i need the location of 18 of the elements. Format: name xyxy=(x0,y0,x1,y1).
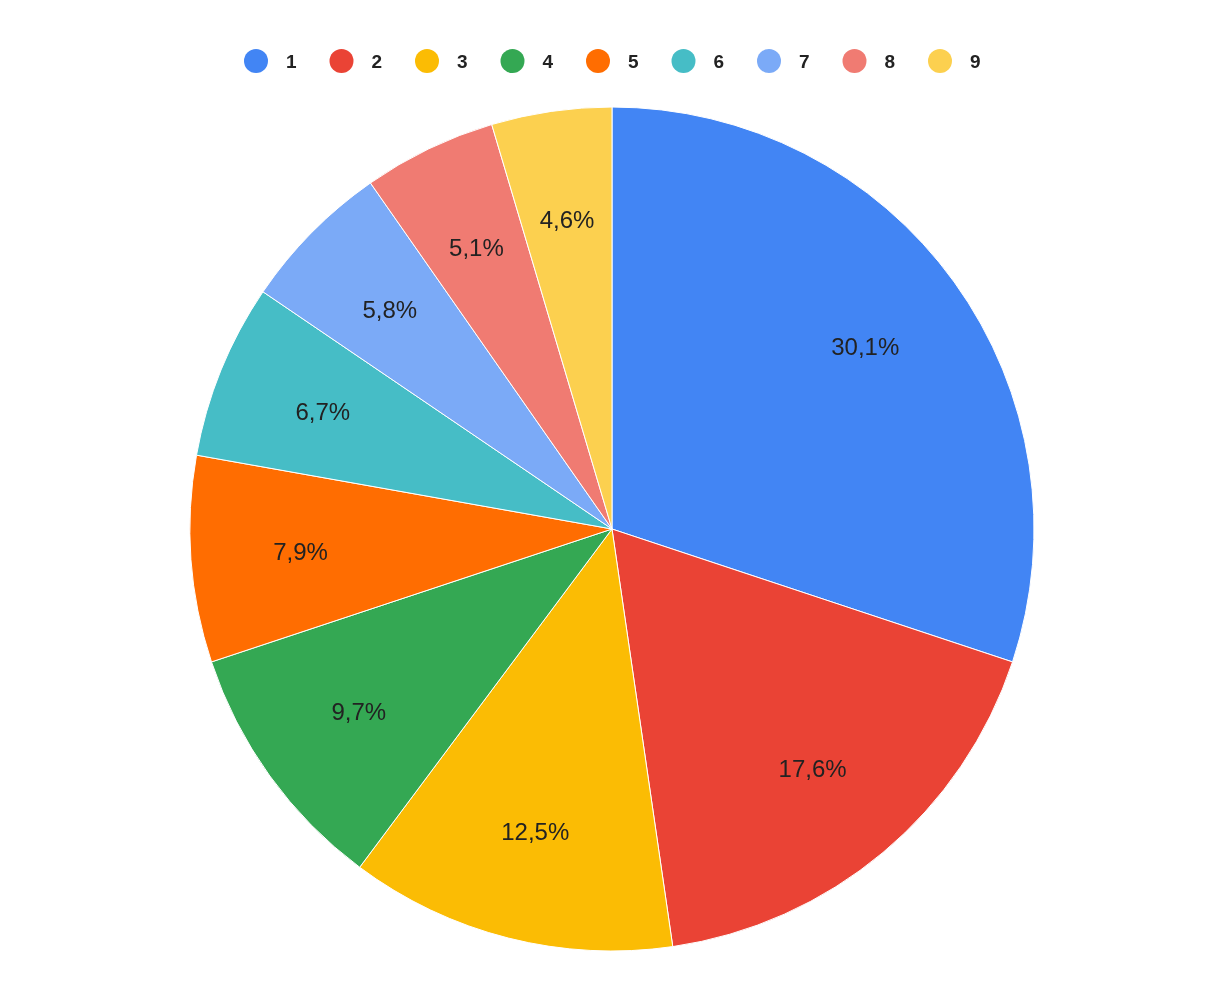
legend-label: 3 xyxy=(457,50,468,72)
legend-label: 2 xyxy=(371,50,383,72)
legend-label: 4 xyxy=(542,50,554,72)
data-label: 5,1% xyxy=(449,234,504,262)
data-label: 17,6% xyxy=(778,754,847,782)
data-label: 12,5% xyxy=(501,818,570,846)
legend-label: 7 xyxy=(799,50,810,72)
legend-label: 1 xyxy=(286,50,297,72)
legend-label: 9 xyxy=(970,50,981,72)
data-label: 6,7% xyxy=(295,397,351,425)
legend-label: 6 xyxy=(713,50,725,72)
data-label: 7,9% xyxy=(273,537,328,565)
data-label: 4,6% xyxy=(539,206,595,234)
data-label: 5,8% xyxy=(362,295,418,323)
legend-label: 8 xyxy=(884,50,896,72)
legend-label: 5 xyxy=(628,50,639,72)
data-label: 30,1% xyxy=(831,332,900,360)
data-label: 9,7% xyxy=(331,698,387,726)
